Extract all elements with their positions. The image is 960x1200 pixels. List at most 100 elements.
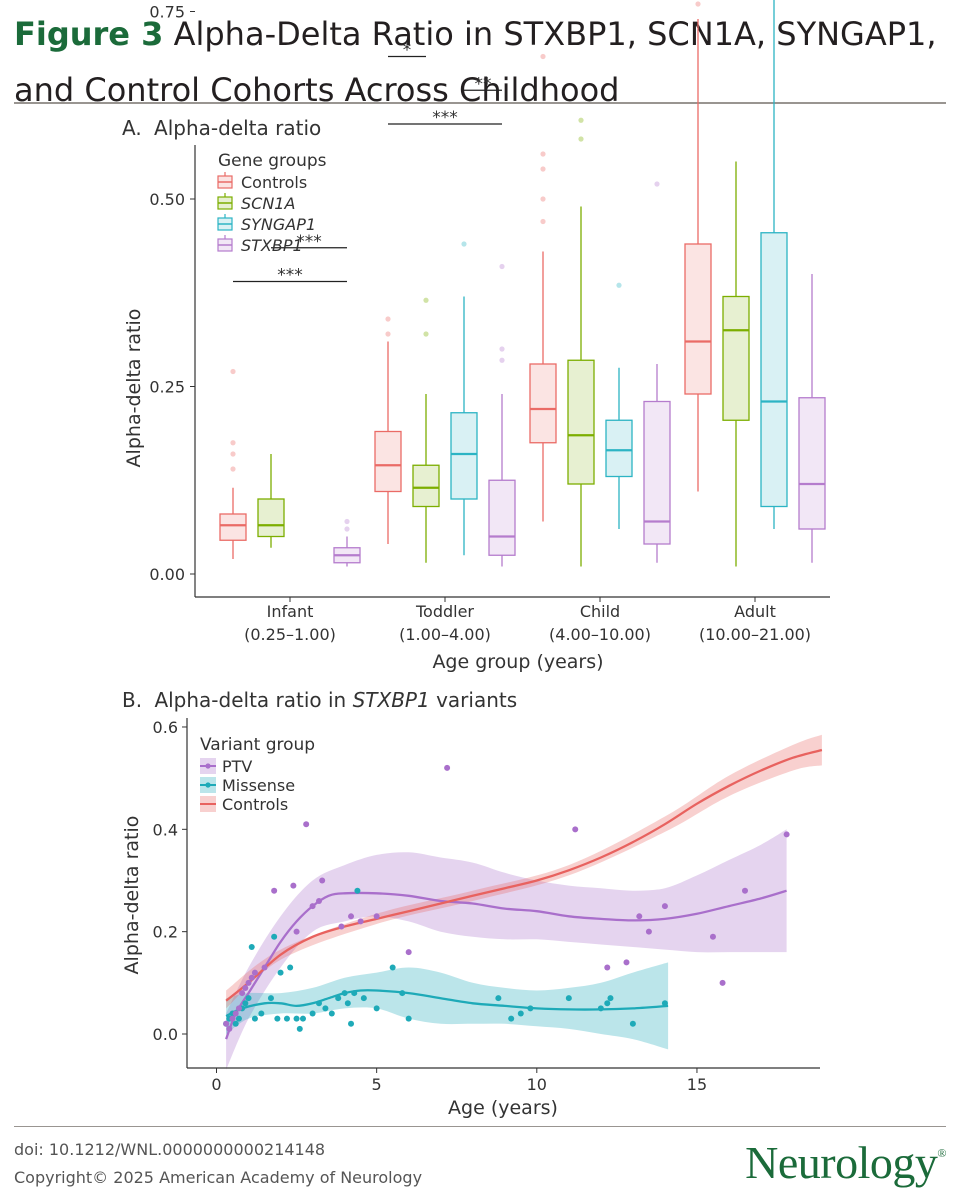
point-missense — [604, 1000, 611, 1007]
box-outlier — [540, 53, 546, 60]
panel-a-title: A. Alpha-delta ratio — [122, 116, 321, 140]
point-missense — [267, 995, 274, 1002]
point-missense — [508, 1015, 515, 1022]
point-missense — [309, 1010, 316, 1017]
panel-a-y-tick-label: 0.25 — [149, 378, 185, 397]
box-iqr — [529, 363, 557, 444]
panel-b-x-tick-label: 15 — [687, 1075, 707, 1094]
band-ptv — [226, 829, 787, 1070]
point-ptv — [245, 979, 252, 986]
fit-ptv — [225, 889, 787, 1040]
point-missense — [517, 1010, 524, 1017]
legend-entry-controls: Controls — [200, 795, 288, 814]
box-stxbp1-toddler — [488, 263, 516, 567]
point-ptv — [709, 933, 716, 940]
panel-b-y-ticks: 0.0 0.2 0.4 0.6 — [153, 718, 187, 1044]
box-controls-adult — [684, 1, 712, 492]
box-iqr — [605, 419, 633, 478]
panel-a-significance: ********************* — [233, 41, 502, 286]
doi-text: doi: 10.1212/WNL.0000000000214148 — [14, 1140, 326, 1159]
significance-label: * — [403, 41, 412, 61]
box-outlier — [578, 136, 584, 142]
point-missense — [287, 964, 294, 971]
panel-b-x-label: Age (years) — [448, 1097, 558, 1119]
point-ptv — [719, 979, 726, 986]
point-missense — [597, 1005, 604, 1012]
copyright-text: Copyright© 2025 American Academy of Neur… — [14, 1168, 423, 1187]
point-ptv — [229, 1015, 236, 1022]
panel-b-x-tick-label: 5 — [372, 1075, 382, 1094]
point-missense — [527, 1005, 534, 1012]
box-iqr — [374, 430, 402, 493]
significance-label: *** — [277, 266, 303, 286]
box-iqr — [722, 295, 750, 421]
box-outlier — [230, 440, 236, 446]
point-ptv — [235, 1005, 242, 1012]
point-ptv — [248, 974, 255, 981]
journal-logo-text: Neurology — [745, 1137, 938, 1188]
point-ptv — [290, 882, 297, 889]
point-missense — [360, 995, 367, 1002]
box-outlier — [654, 181, 660, 187]
point-ptv — [239, 990, 246, 997]
significance-label: ** — [475, 74, 492, 94]
panel-b-y-tick-label: 0.2 — [153, 923, 178, 942]
box-iqr — [643, 400, 671, 545]
point-ptv — [232, 1010, 239, 1017]
point-ptv — [357, 918, 364, 925]
panel-b-points — [223, 764, 790, 1032]
box-outlier — [578, 117, 584, 123]
point-missense — [274, 1015, 281, 1022]
point-ptv — [303, 821, 310, 828]
panel-a-y-tick-label: 0.75 — [149, 3, 185, 22]
point-ptv — [741, 887, 748, 894]
header-divider — [14, 102, 946, 104]
point-ptv — [319, 877, 326, 884]
panel-b-legend-title: Variant group — [200, 735, 315, 755]
point-ptv — [348, 913, 355, 920]
panel-a-letter: A. — [122, 116, 142, 140]
point-ptv — [645, 928, 652, 935]
footer-divider — [14, 1126, 946, 1127]
legend-entry-controls: Controls — [217, 172, 307, 192]
panel-a-x-tick-label: Adult — [734, 602, 776, 621]
point-missense — [351, 990, 358, 997]
box-controls-child — [529, 53, 557, 522]
point-missense — [607, 995, 614, 1002]
point-missense — [354, 887, 361, 894]
panel-b: B. Alpha-delta ratio in STXBP1 variants … — [121, 688, 823, 1119]
box-outlier — [695, 1, 701, 7]
panel-b-title-prefix: Alpha-delta ratio in — [154, 688, 352, 712]
panel-a-y-label: Alpha-delta ratio — [123, 309, 145, 468]
panel-b-title-suffix: variants — [436, 688, 517, 712]
point-missense — [296, 1025, 303, 1032]
panel-a-x-ticks: Infant (0.25–1.00) Toddler (1.00–4.00) Child… — [244, 597, 811, 644]
box-outlier — [385, 316, 391, 322]
panel-a-x-tick-label: Infant — [267, 602, 314, 621]
box-outlier — [540, 196, 546, 202]
box-outlier — [499, 346, 505, 352]
box-iqr — [684, 243, 712, 395]
point-missense — [258, 1010, 265, 1017]
box-stxbp1-child — [643, 181, 671, 563]
significance-label: *** — [432, 108, 458, 128]
panel-b-x-tick-label: 10 — [527, 1075, 547, 1094]
panel-a-boxes — [219, 0, 826, 567]
legend-entry-scn1a: SCN1A — [217, 193, 295, 213]
band-controls — [226, 734, 822, 1009]
box-outlier — [344, 518, 350, 525]
panel-a-legend-title: Gene groups — [218, 151, 327, 171]
point-missense — [661, 1000, 668, 1007]
box-outlier — [461, 241, 467, 247]
panel-a-y-tick-label: 0.00 — [149, 565, 185, 584]
box-outlier — [230, 466, 236, 472]
box-syngap1-child — [605, 282, 633, 529]
point-ptv — [661, 903, 668, 910]
legend-entry-ptv: PTV — [200, 757, 252, 776]
box-iqr — [567, 359, 595, 485]
box-iqr — [219, 513, 247, 541]
box-iqr — [257, 498, 285, 538]
box-outlier — [230, 368, 236, 375]
